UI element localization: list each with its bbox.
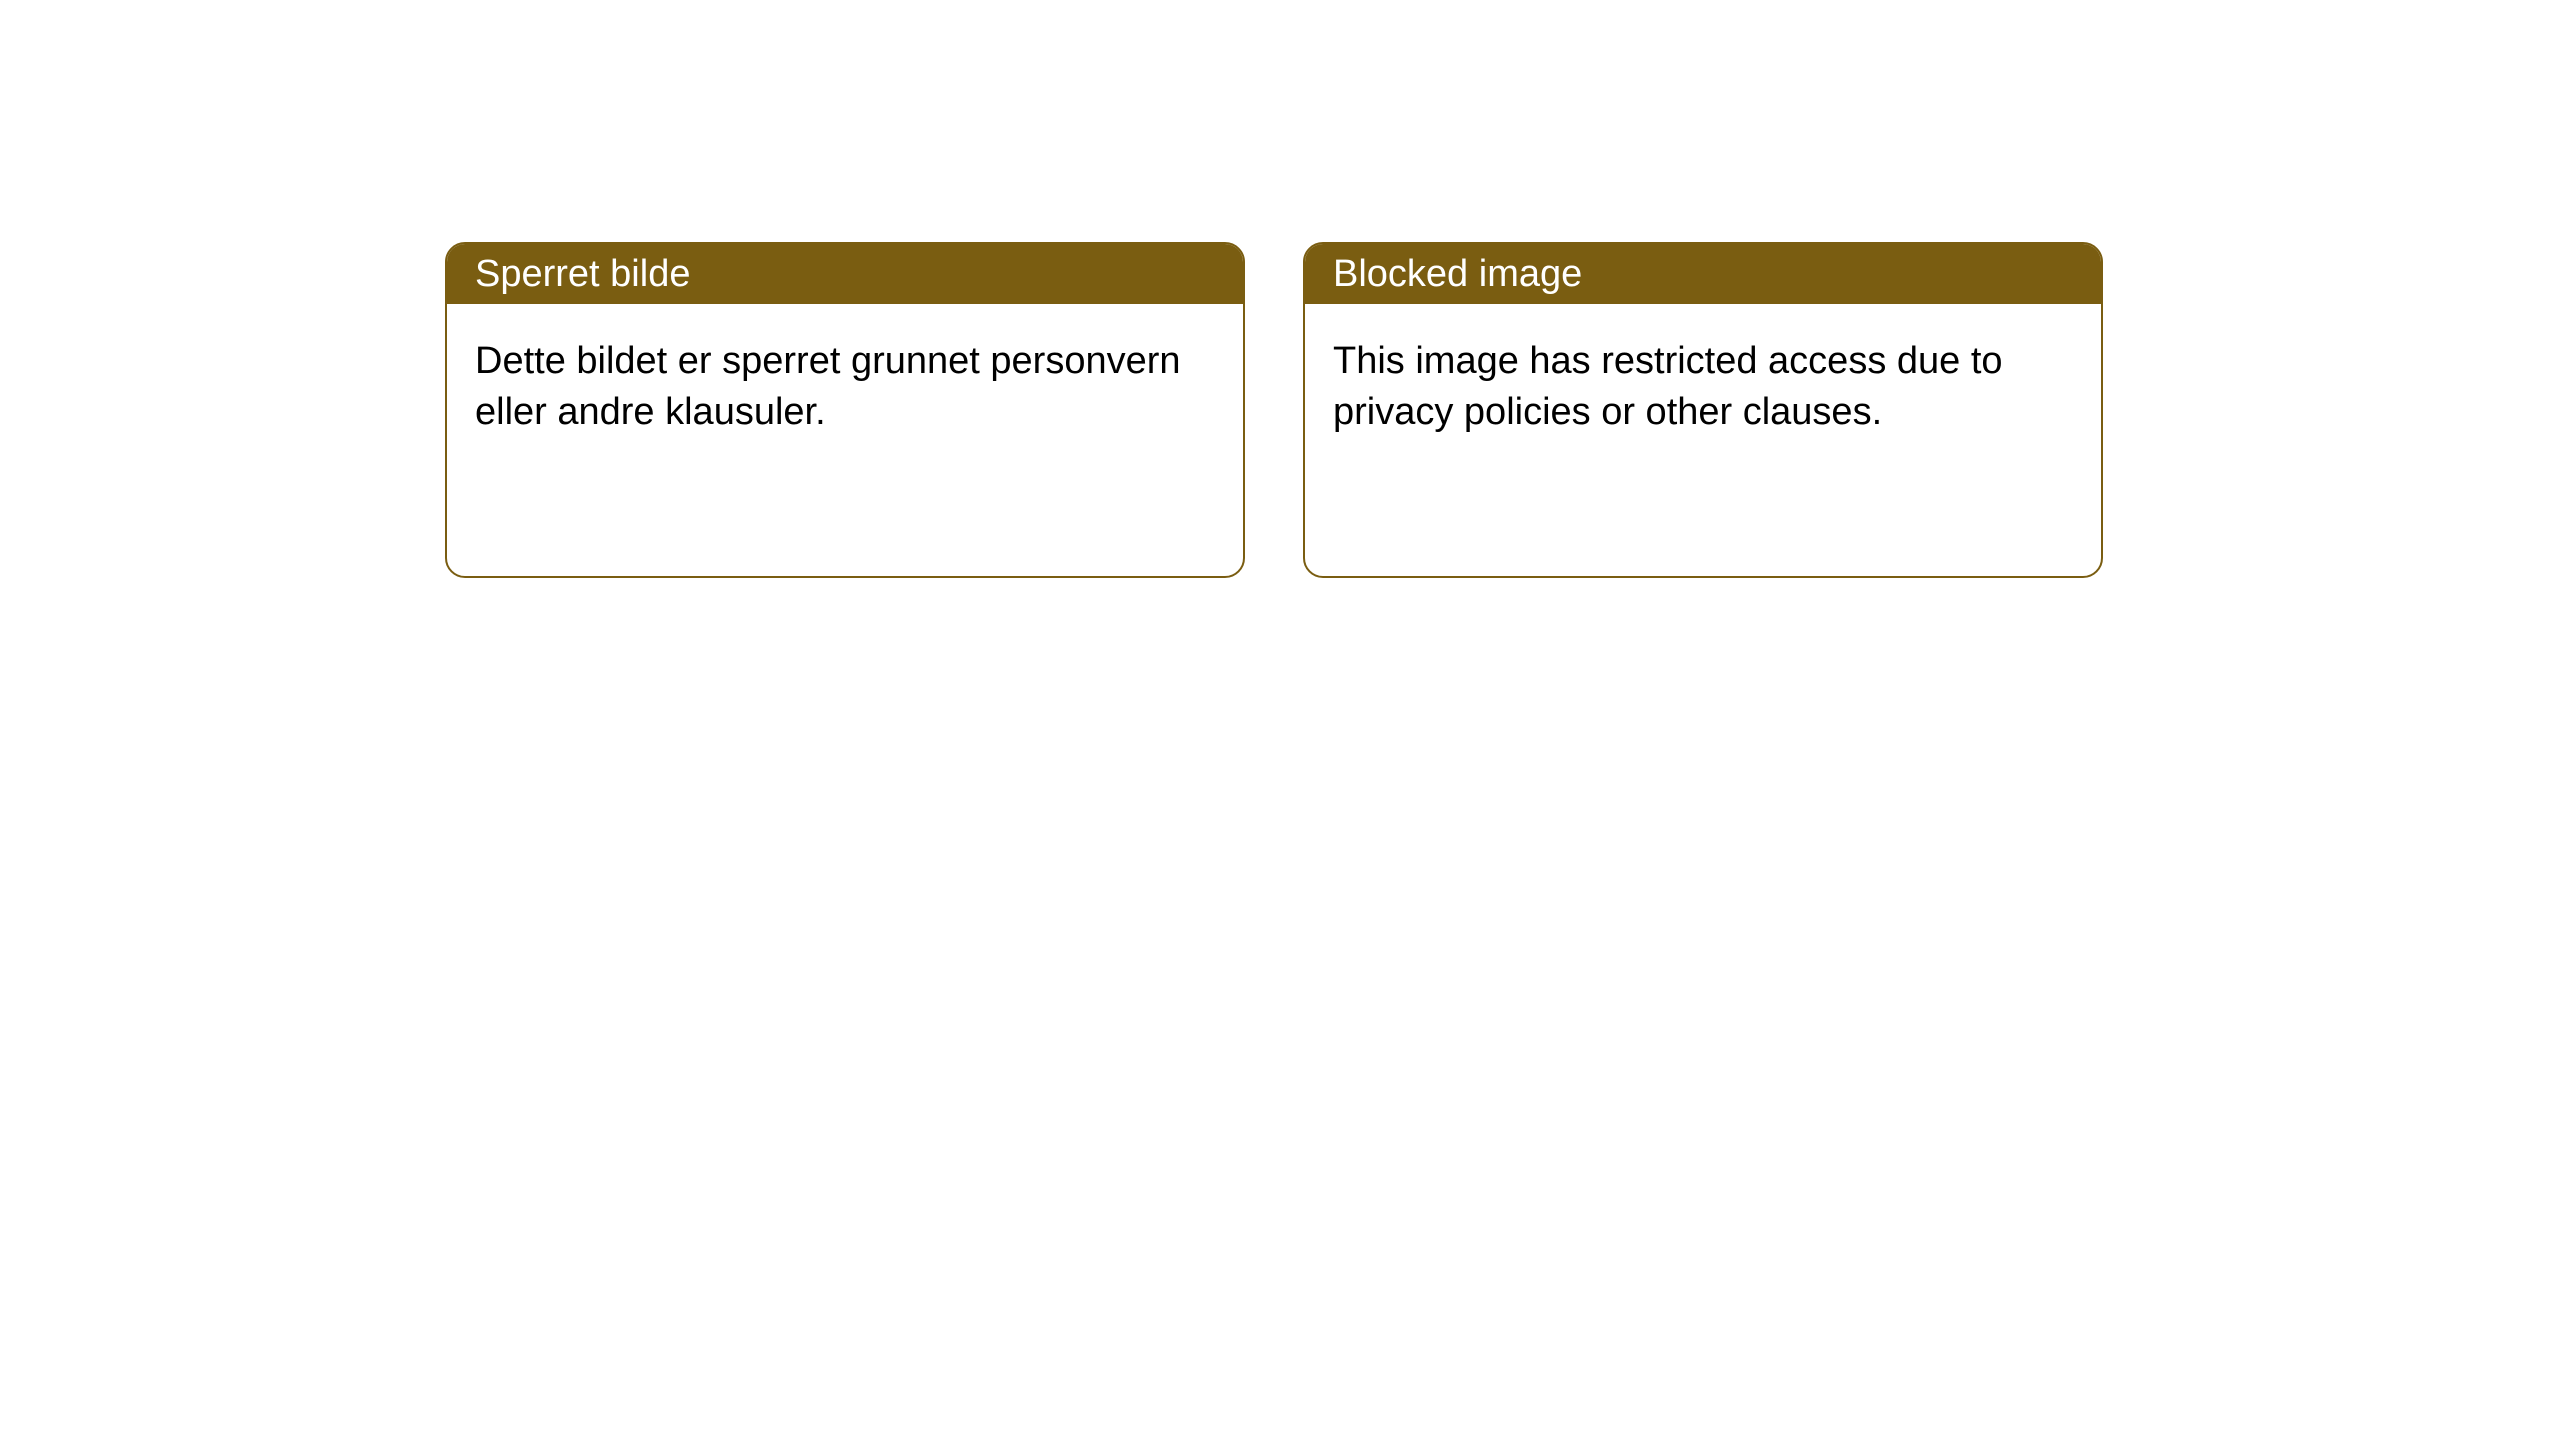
card-body: This image has restricted access due to … bbox=[1305, 304, 2101, 471]
card-body: Dette bildet er sperret grunnet personve… bbox=[447, 304, 1243, 471]
notice-container: Sperret bilde Dette bildet er sperret gr… bbox=[0, 0, 2560, 578]
card-body-text: This image has restricted access due to … bbox=[1333, 340, 2003, 433]
notice-card-norwegian: Sperret bilde Dette bildet er sperret gr… bbox=[445, 242, 1245, 578]
card-body-text: Dette bildet er sperret grunnet personve… bbox=[475, 340, 1181, 433]
card-title: Sperret bilde bbox=[475, 253, 690, 296]
card-header: Sperret bilde bbox=[447, 244, 1243, 304]
card-header: Blocked image bbox=[1305, 244, 2101, 304]
notice-card-english: Blocked image This image has restricted … bbox=[1303, 242, 2103, 578]
card-title: Blocked image bbox=[1333, 253, 1582, 296]
